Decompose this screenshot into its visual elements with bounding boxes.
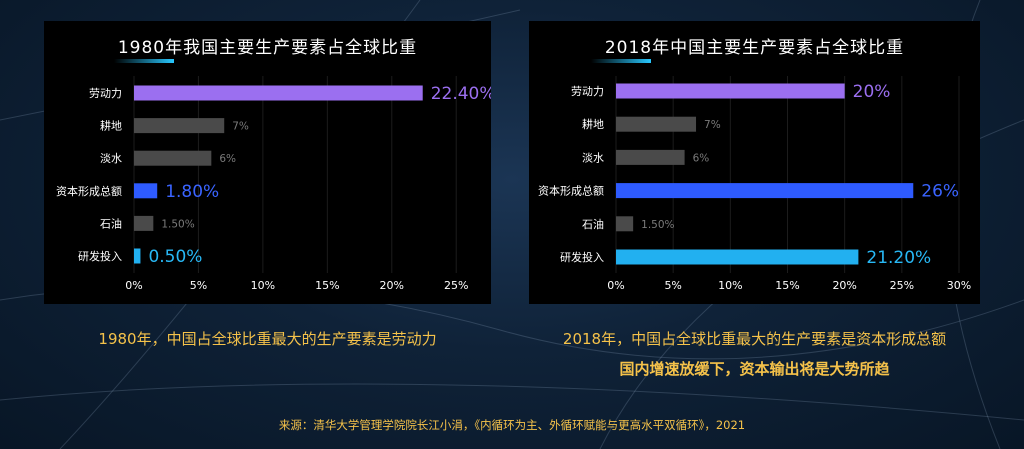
chart-panel-1980: 1980年我国主要生产要素占全球比重 0% 5% 10% 15% 20% 25% 劳动力 22… xyxy=(44,21,491,304)
category-label: 淡水 xyxy=(100,152,122,165)
x-tick-label: 5% xyxy=(664,279,681,292)
chart-title-2018: 2018年中国主要生产要素占全球比重 xyxy=(604,38,905,58)
category-label: 石油 xyxy=(100,216,122,230)
category-label: 资本形成总额 xyxy=(538,184,604,198)
bar xyxy=(616,183,914,199)
bar xyxy=(134,85,423,101)
x-tick-label: 25% xyxy=(890,279,914,292)
x-tick-label: 10% xyxy=(251,279,275,292)
category-label: 资本形成总额 xyxy=(56,184,122,198)
title-accent-line xyxy=(591,59,651,63)
data-label: 1.50% xyxy=(641,219,674,231)
data-label: 6% xyxy=(219,153,236,165)
bar xyxy=(616,149,685,165)
category-label: 劳动力 xyxy=(571,85,604,98)
data-label: 7% xyxy=(704,119,721,131)
category-label: 耕地 xyxy=(582,117,604,131)
x-tick-label: 15% xyxy=(315,279,339,292)
x-tick-label: 30% xyxy=(947,279,971,292)
data-label: 21.20% xyxy=(866,248,931,268)
bar xyxy=(616,249,859,265)
x-tick-label: 5% xyxy=(190,279,207,292)
category-label: 淡水 xyxy=(582,151,604,164)
bar xyxy=(134,118,225,134)
caption-right-line2: 国内增速放缓下，资本输出将是大势所趋 xyxy=(619,360,890,378)
category-label: 研发投入 xyxy=(560,250,604,264)
source-note: 来源：清华大学管理学院院长江小涓，《内循环为主、外循环赋能与更高水平双循环》，2… xyxy=(278,418,746,432)
bar xyxy=(616,116,697,132)
chart-title-1980: 1980年我国主要生产要素占全球比重 xyxy=(117,38,418,58)
data-label: 1.80% xyxy=(165,182,219,202)
data-label: 22.40% xyxy=(431,84,491,104)
x-tick-label: 20% xyxy=(832,279,856,292)
bar xyxy=(134,248,141,264)
x-tick-label: 15% xyxy=(775,279,799,292)
category-label: 耕地 xyxy=(100,119,122,133)
bar-chart-1980: 0% 5% 10% 15% 20% 25% 劳动力 22.40% 耕地 7% 淡水 6% 资本形成总额 1… xyxy=(56,76,491,292)
bar xyxy=(134,215,154,231)
category-label: 石油 xyxy=(582,217,604,231)
x-tick-label: 0% xyxy=(607,279,624,292)
category-label: 劳动力 xyxy=(89,87,122,100)
title-accent-line xyxy=(114,59,174,63)
data-label: 20% xyxy=(853,82,891,102)
data-label: 26% xyxy=(921,182,959,202)
caption-right-line1: 2018年，中国占全球比重最大的生产要素是资本形成总额 xyxy=(562,330,947,348)
bar xyxy=(616,83,845,99)
x-tick-label: 25% xyxy=(444,279,468,292)
x-tick-label: 0% xyxy=(125,279,142,292)
bar xyxy=(616,216,634,232)
bar xyxy=(134,183,158,199)
data-label: 0.50% xyxy=(148,247,202,267)
data-label: 6% xyxy=(693,152,710,164)
caption-left: 1980年，中国占全球比重最大的生产要素是劳动力 xyxy=(98,330,437,348)
x-tick-label: 20% xyxy=(380,279,404,292)
bar-chart-2018: 0% 5% 10% 15% 20% 25% 30% 劳动力 20% 耕地 7% 淡水 6% 资本形成总额 2… xyxy=(538,76,971,292)
data-label: 1.50% xyxy=(161,218,194,230)
category-label: 研发投入 xyxy=(78,249,122,263)
data-label: 7% xyxy=(232,121,249,133)
chart-panel-2018: 2018年中国主要生产要素占全球比重 0% 5% 10% 15% 20% 25% 30% 劳动… xyxy=(529,21,980,304)
x-tick-label: 10% xyxy=(718,279,742,292)
bar xyxy=(134,150,212,166)
